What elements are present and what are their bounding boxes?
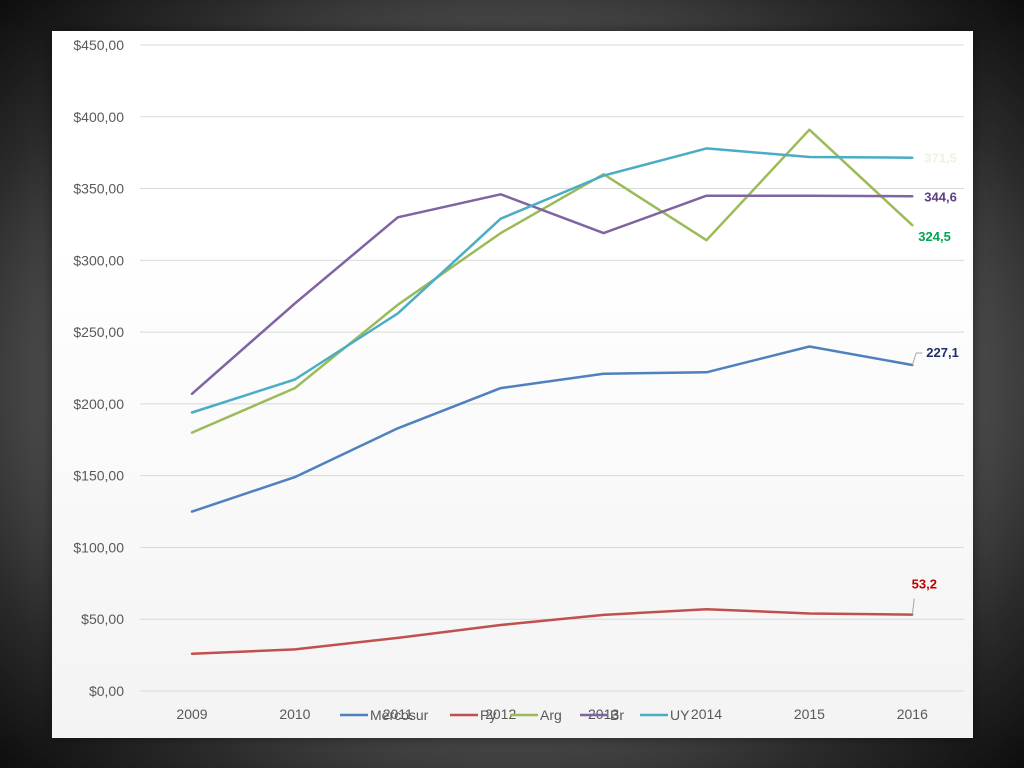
x-tick-label: 2012 bbox=[485, 706, 516, 722]
y-tick-label: $350,00 bbox=[73, 181, 124, 197]
x-tick-label: 2011 bbox=[383, 706, 413, 722]
x-tick-label: 2015 bbox=[794, 706, 825, 722]
y-tick-label: $400,00 bbox=[73, 109, 124, 125]
x-tick-label: 2010 bbox=[279, 706, 310, 722]
data-label-py: 53,2 bbox=[912, 577, 937, 592]
y-tick-label: $0,00 bbox=[89, 683, 124, 699]
label-leader-line bbox=[911, 598, 915, 615]
data-label-arg: 324,5 bbox=[918, 229, 951, 244]
series-line-py bbox=[190, 607, 914, 655]
line-chart: $0,00 $50,00 $100,00 $150,00 $200,00 $250,00 $… bbox=[73, 37, 964, 723]
legend-label-mercosur: Mercosur bbox=[370, 707, 429, 723]
gridlines bbox=[140, 44, 964, 692]
y-tick-label: $450,00 bbox=[73, 37, 124, 53]
y-tick-label: $300,00 bbox=[73, 252, 124, 268]
data-label-uy: 371,5 bbox=[924, 151, 957, 166]
y-tick-label: $250,00 bbox=[73, 324, 124, 340]
label-leader-line bbox=[911, 352, 923, 366]
y-tick-label: $100,00 bbox=[73, 539, 124, 555]
legend-label-uy: UY bbox=[670, 707, 690, 723]
x-tick-label: 2016 bbox=[897, 706, 928, 722]
series-line-mercosur bbox=[190, 345, 914, 513]
legend-label-arg: Arg bbox=[540, 707, 562, 723]
series-lines bbox=[190, 128, 914, 655]
x-axis-ticks: 20092010201120122013201420152016 bbox=[176, 706, 928, 722]
legend: Mercosur Py Arg Br UY bbox=[340, 707, 690, 723]
data-label-mercosur: 227,1 bbox=[926, 345, 959, 360]
x-tick-label: 2014 bbox=[691, 706, 722, 722]
end-labels: 227,1 53,2 324,5 344,6 371,5 bbox=[912, 151, 959, 615]
y-tick-label: $200,00 bbox=[73, 396, 124, 412]
series-line-arg bbox=[190, 128, 914, 434]
data-label-br: 344,6 bbox=[924, 189, 957, 204]
legend-label-br: Br bbox=[610, 707, 624, 723]
x-tick-label: 2009 bbox=[176, 706, 207, 722]
legend-label-py: Py bbox=[480, 707, 496, 723]
series-line-uy bbox=[190, 147, 914, 414]
y-axis-ticks: $0,00 $50,00 $100,00 $150,00 $200,00 $250,00 $… bbox=[73, 37, 124, 699]
slide: $0,00 $50,00 $100,00 $150,00 $200,00 $250,00 $… bbox=[52, 31, 973, 738]
y-tick-label: $50,00 bbox=[81, 611, 124, 627]
y-tick-label: $150,00 bbox=[73, 468, 124, 484]
series-line-br bbox=[190, 193, 914, 396]
